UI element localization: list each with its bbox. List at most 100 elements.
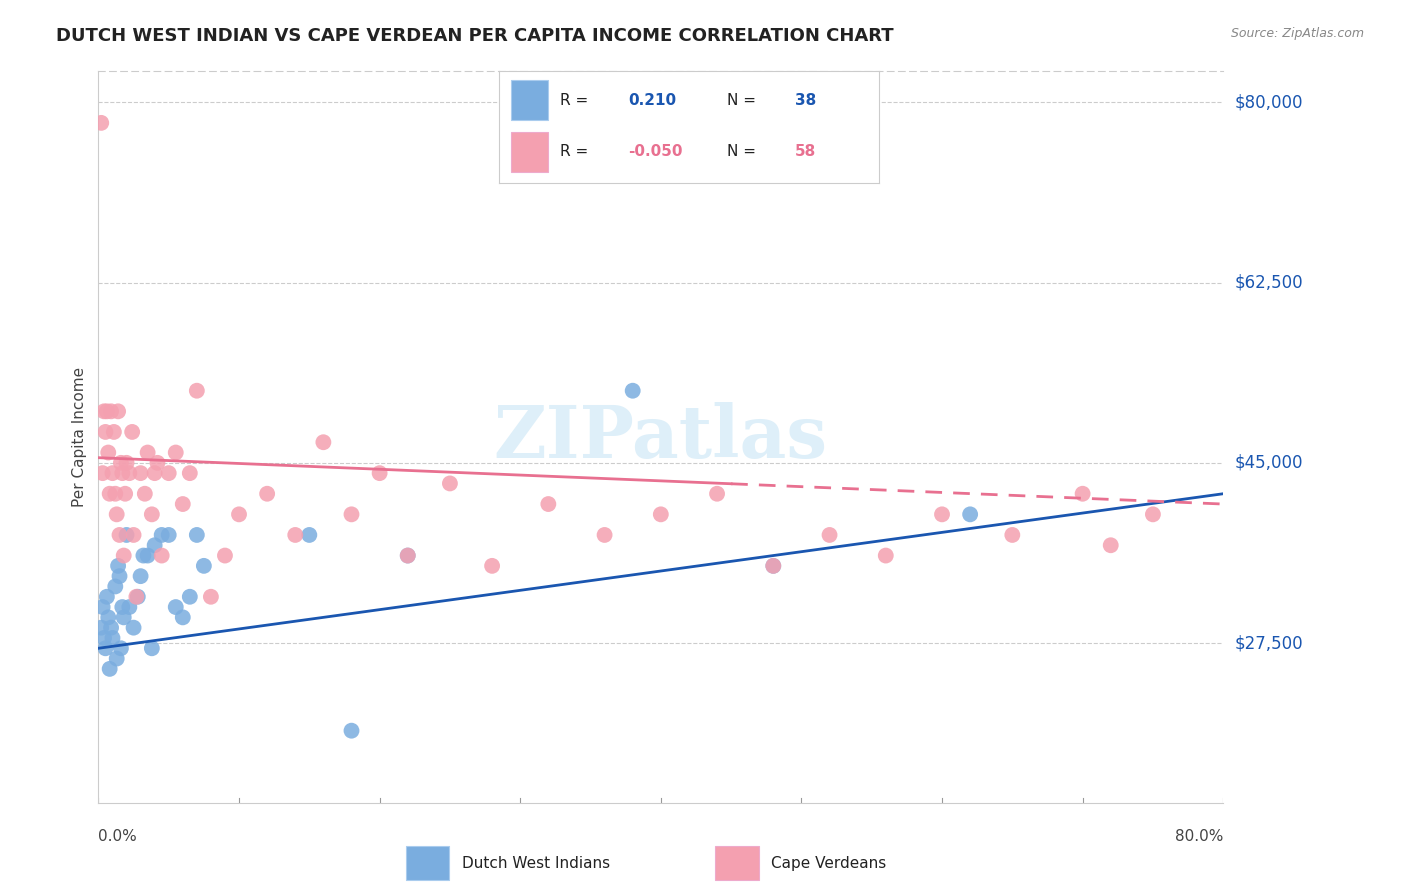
Point [101,631,124,645]
Point [762,558,785,573]
Point [396,549,419,563]
Point [959,508,981,522]
Point [650,508,672,522]
Point [1071,487,1094,501]
Point [256,487,278,501]
Point [368,466,391,480]
Point [298,528,321,542]
Point [931,508,953,522]
Text: ZIPatlas: ZIPatlas [494,401,828,473]
Point [107,558,129,573]
Point [98,487,121,501]
Point [90,116,112,130]
Point [214,549,236,563]
Text: $45,000: $45,000 [1234,454,1303,472]
Point [340,723,363,738]
FancyBboxPatch shape [406,846,450,880]
Point [100,404,122,418]
Point [110,641,132,656]
Point [1142,508,1164,522]
Point [141,508,163,522]
Point [284,528,307,542]
Point [97,445,120,459]
Point [143,466,166,480]
Point [150,549,173,563]
Point [96,590,118,604]
Point [96,404,118,418]
Point [132,549,155,563]
Point [94,641,117,656]
Text: $27,500: $27,500 [1234,634,1303,652]
Text: Cape Verdeans: Cape Verdeans [770,855,886,871]
Point [104,487,127,501]
Point [98,662,121,676]
Point [101,466,124,480]
Point [127,590,149,604]
Text: 0.210: 0.210 [628,93,676,108]
Point [1001,528,1024,542]
Point [228,508,250,522]
Text: 0.0%: 0.0% [98,829,138,844]
Point [157,528,180,542]
Point [114,487,136,501]
Point [112,549,135,563]
Point [129,466,152,480]
Point [165,600,187,615]
Point [1099,538,1122,552]
Point [186,384,208,398]
Text: N =: N = [727,93,761,108]
Text: 80.0%: 80.0% [1175,829,1223,844]
Point [134,487,156,501]
Point [537,497,560,511]
Point [136,549,159,563]
Text: $62,500: $62,500 [1234,274,1303,292]
Point [129,569,152,583]
Point [97,610,120,624]
Point [105,508,128,522]
FancyBboxPatch shape [510,132,548,171]
Point [150,528,173,542]
Text: Dutch West Indians: Dutch West Indians [461,855,610,871]
Point [439,476,461,491]
Point [340,508,363,522]
Point [105,651,128,665]
Point [118,600,141,615]
Text: 58: 58 [796,145,817,159]
Point [118,466,141,480]
Point [93,404,115,418]
Point [103,425,125,439]
Point [115,456,138,470]
Point [172,497,194,511]
Point [146,456,169,470]
Point [91,466,114,480]
Point [121,425,143,439]
Point [179,590,201,604]
Point [706,487,728,501]
Point [94,425,117,439]
Point [112,610,135,624]
Point [104,579,127,593]
Point [141,641,163,656]
Text: DUTCH WEST INDIAN VS CAPE VERDEAN PER CAPITA INCOME CORRELATION CHART: DUTCH WEST INDIAN VS CAPE VERDEAN PER CA… [56,27,894,45]
Point [100,621,122,635]
Point [143,538,166,552]
Point [621,384,644,398]
Text: R =: R = [560,145,593,159]
Text: 38: 38 [796,93,817,108]
Point [111,466,134,480]
Point [762,558,785,573]
Point [115,528,138,542]
Text: -0.050: -0.050 [628,145,683,159]
Text: $80,000: $80,000 [1234,94,1303,112]
Point [125,590,148,604]
Text: N =: N = [727,145,761,159]
Point [186,528,208,542]
Point [179,466,201,480]
Point [875,549,897,563]
Point [122,528,145,542]
Point [818,528,841,542]
Point [481,558,503,573]
Point [312,435,335,450]
Point [90,621,112,635]
FancyBboxPatch shape [510,80,548,120]
